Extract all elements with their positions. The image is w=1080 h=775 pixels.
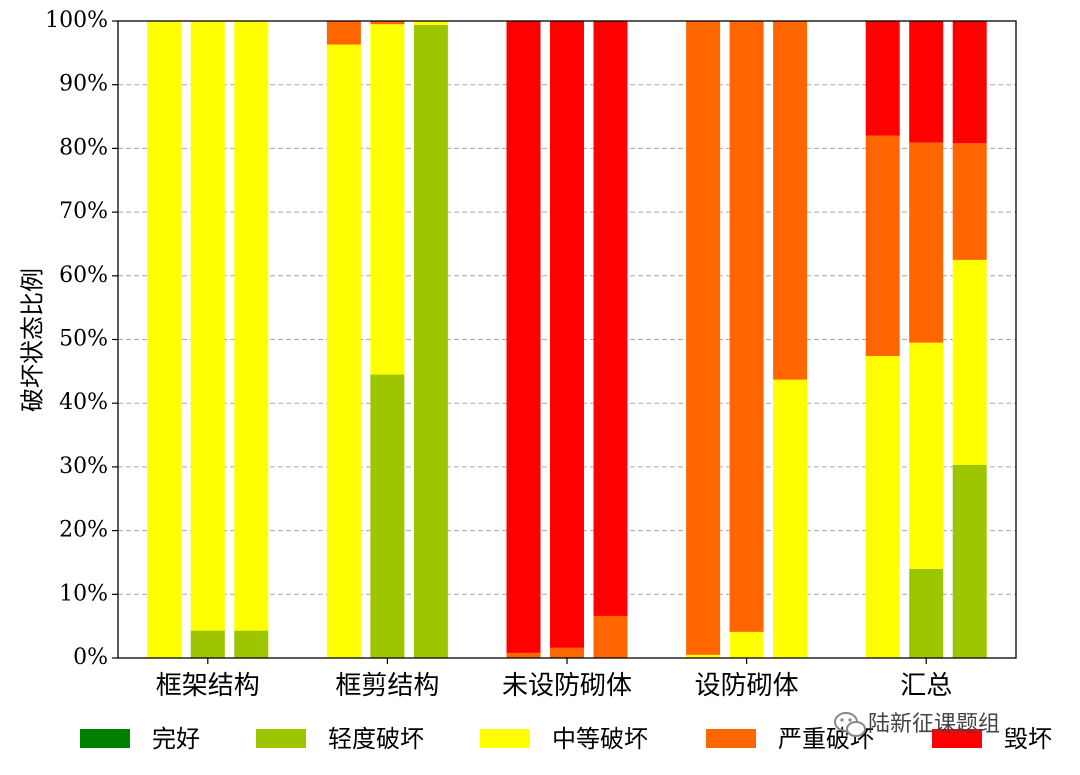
y-tick-label: 10% xyxy=(59,581,108,606)
wechat-icon xyxy=(834,712,866,737)
legend-swatch xyxy=(480,729,530,748)
y-axis-title: 破坏状态比例 xyxy=(19,268,47,412)
bar-segment xyxy=(506,652,541,658)
legend-swatch xyxy=(932,729,982,748)
bar-segment xyxy=(909,342,944,569)
bar-segment xyxy=(326,21,361,45)
legend-label: 轻度破坏 xyxy=(328,725,424,753)
watermark: 陆新征课题组 xyxy=(834,712,1000,737)
legend-item: 轻度破坏 xyxy=(256,725,424,753)
y-tick-label: 60% xyxy=(59,263,108,288)
legend-label: 完好 xyxy=(152,725,200,753)
x-tick-label: 框剪结构 xyxy=(335,671,439,701)
bar-segment xyxy=(952,259,987,465)
bar-segment xyxy=(413,21,448,25)
y-tick-label: 50% xyxy=(59,327,108,352)
bar-segment xyxy=(909,568,944,658)
bar-segment xyxy=(952,143,987,260)
legend-swatch xyxy=(256,729,306,748)
bar-segment xyxy=(865,356,900,658)
legend-swatch xyxy=(706,729,756,748)
y-tick-label: 40% xyxy=(59,390,108,415)
bar-segment xyxy=(234,630,269,658)
y-tick-label: 80% xyxy=(59,135,108,160)
x-tick-label: 设防砌体 xyxy=(695,671,799,701)
bar-segment xyxy=(773,379,808,658)
y-axis: 0% 10% 20% 30% 40% 50% 60% 70% 80% 90% 100% xyxy=(45,8,118,670)
watermark-text: 陆新征课题组 xyxy=(868,712,1000,737)
bar-segment xyxy=(773,21,808,380)
legend-item: 毁坏 xyxy=(932,725,1052,753)
y-tick-label: 20% xyxy=(59,518,108,543)
bar-segment xyxy=(413,24,448,658)
y-tick-label: 90% xyxy=(59,72,108,97)
bar-segment xyxy=(686,21,721,655)
bar-segment xyxy=(865,21,900,136)
y-tick-label: 100% xyxy=(45,8,108,33)
y-tick-label: 30% xyxy=(59,454,108,479)
bar-segment xyxy=(370,24,405,375)
bar-segment xyxy=(952,21,987,144)
x-tick-label: 汇总 xyxy=(900,671,952,701)
legend-item: 完好 xyxy=(80,725,200,753)
x-axis: 框架结构 框剪结构 未设防砌体 设防砌体 汇总 xyxy=(156,658,952,701)
legend-label: 中等破坏 xyxy=(552,725,648,753)
bar-segment xyxy=(593,615,628,658)
bar-segment xyxy=(686,654,721,658)
bar-segment xyxy=(370,21,405,25)
bar-segment xyxy=(190,21,225,631)
legend-swatch xyxy=(80,729,130,748)
bar-segment xyxy=(550,21,584,648)
bar-segment xyxy=(190,630,225,658)
legend-item: 中等破坏 xyxy=(480,725,648,753)
bar-segment xyxy=(326,44,361,659)
bars xyxy=(147,21,987,659)
bar-segment xyxy=(729,21,764,632)
bar-segment xyxy=(593,21,628,616)
legend-label: 毁坏 xyxy=(1004,725,1052,753)
bar-segment xyxy=(909,142,944,343)
bar-segment xyxy=(234,21,269,631)
bar-segment xyxy=(550,647,584,658)
bar-segment xyxy=(370,374,405,658)
y-tick-label: 70% xyxy=(59,199,108,224)
bar-segment xyxy=(147,21,182,658)
bar-segment xyxy=(865,135,900,357)
x-tick-label: 未设防砌体 xyxy=(502,671,632,701)
bar-segment xyxy=(909,21,944,143)
y-tick-label: 0% xyxy=(73,645,108,670)
x-tick-label: 框架结构 xyxy=(156,671,260,701)
bar-segment xyxy=(952,464,987,658)
bar-segment xyxy=(729,631,764,658)
bar-segment xyxy=(506,21,541,653)
